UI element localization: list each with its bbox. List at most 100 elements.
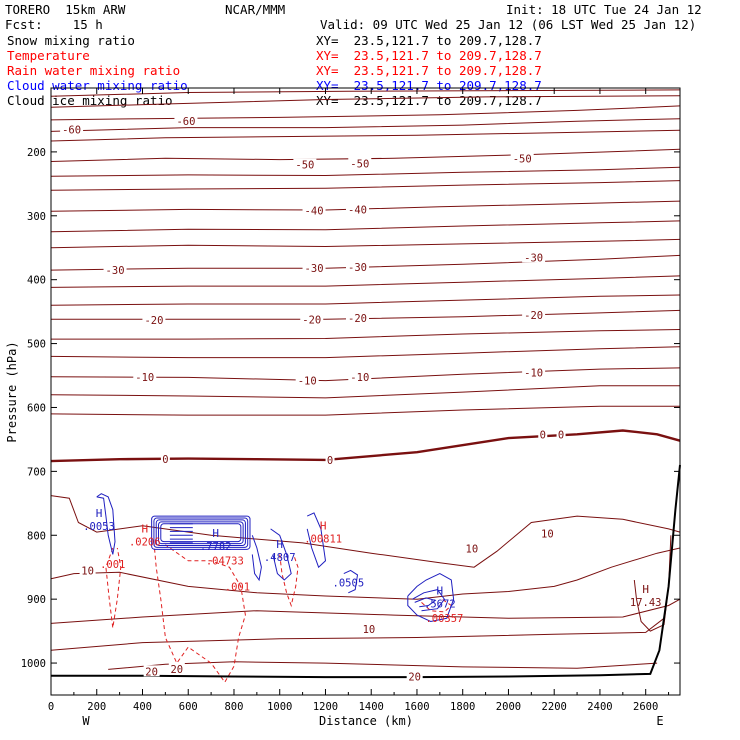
field-name: Cloud water mixing ratio [7, 78, 188, 93]
y-tick-label: 300 [27, 211, 46, 223]
field-xy: XY= 23.5,121.7 to 209.7,128.7 [316, 63, 542, 78]
x-tick-label: 1200 [313, 701, 338, 713]
label-bg [345, 312, 369, 324]
label-bg [302, 204, 326, 216]
rain-contour [153, 541, 246, 684]
model-title: TORERO 15km ARW [5, 2, 126, 17]
label-bg [133, 370, 157, 382]
y-axis-label: Pressure (hPa) [5, 341, 19, 442]
isotherm [50, 238, 681, 249]
east-label: E [656, 714, 663, 728]
temperature-label: 0 [162, 454, 168, 466]
label-bg [538, 428, 548, 440]
temperature-label: -40 [348, 204, 367, 216]
rain-contour [105, 547, 122, 628]
x-tick-label: 0 [48, 701, 54, 713]
temperature-label: 0 [540, 429, 546, 441]
label-bg [103, 264, 127, 276]
field-name: Snow mixing ratio [7, 33, 135, 48]
isotherm [50, 129, 681, 142]
y-tick-label: 900 [27, 594, 46, 606]
x-tick-label: 2000 [496, 701, 521, 713]
y-tick-label: 400 [27, 275, 46, 287]
temperature-label: -60 [176, 116, 195, 128]
label-bg [295, 374, 319, 386]
label-bg [522, 366, 546, 378]
terrain-line [51, 464, 681, 679]
x-axis-label: Distance (km) [319, 714, 413, 728]
temperature-label: 0 [327, 455, 333, 467]
temperature-label: -10 [135, 372, 154, 384]
isotherm [50, 405, 680, 416]
label-bg [142, 313, 166, 325]
extremum-mark: H [642, 583, 649, 596]
temperature-label: -30 [305, 263, 324, 275]
label-bg [539, 527, 556, 539]
temperature-label: -50 [295, 160, 314, 172]
label-bg [345, 203, 369, 215]
cloud-water-contour [251, 535, 262, 582]
center-title: NCAR/MMM [225, 2, 286, 17]
isotherm-10-lower [50, 547, 681, 600]
extremum-value: .04733 [206, 556, 244, 568]
label-bg [325, 453, 335, 465]
label-bg [174, 115, 198, 127]
rain-contours [105, 541, 453, 684]
init-time: Init: 18 UTC Tue 24 Jan 12 [506, 2, 702, 17]
temperature-label: -30 [348, 262, 367, 274]
label-bg [360, 623, 377, 635]
label-bg [510, 152, 534, 164]
extremum-value: .0206 [129, 537, 161, 549]
label-bg [522, 251, 546, 263]
cloud-water-contour [151, 515, 251, 550]
label-bg [463, 542, 480, 554]
isotherm-10-upper [50, 495, 681, 568]
rain-label: .001 [100, 559, 125, 571]
cloud-water-contour [158, 521, 244, 545]
x-tick-label: 2200 [542, 701, 567, 713]
cloud-water-contour [153, 517, 249, 548]
isotherm [50, 200, 681, 212]
temperature-label: -30 [106, 265, 125, 277]
field-name: Temperature [7, 48, 90, 63]
extremum-value: .4807 [264, 552, 296, 564]
isotherm [50, 346, 681, 359]
cloud-water-contour [155, 519, 246, 546]
isotherm [50, 118, 681, 132]
temperature-label: 20 [145, 666, 158, 678]
isotherm [50, 385, 680, 399]
isotherm [50, 105, 681, 121]
isotherm-warm [633, 535, 672, 632]
contour-labels: -60 -60 -50 -50 -50 -40 -40 -30 -30 -30 -30 -20 -20 -… [60, 115, 661, 683]
label-bg [168, 662, 185, 674]
temperature-label: -50 [513, 153, 532, 165]
extremum-mark: H [96, 507, 103, 520]
extremum-value: 17.43 [630, 597, 662, 609]
isotherm [50, 148, 681, 162]
field-name: Rain water mixing ratio [7, 63, 181, 78]
x-tick-label: 400 [133, 701, 152, 713]
temperature-label: -10 [298, 376, 317, 388]
temperature-label: 10 [541, 528, 554, 540]
extremum-value: .00357 [425, 613, 463, 625]
label-bg [406, 670, 423, 682]
isotherm-20 [108, 661, 658, 670]
label-bg [160, 453, 170, 465]
temperature-label: -20 [524, 310, 543, 322]
cloud-water-contour [306, 512, 327, 569]
temperature-label: 20 [408, 671, 421, 683]
label-bg [143, 665, 160, 677]
extremum-mark: H [212, 527, 219, 540]
temperature-label: -10 [524, 367, 543, 379]
isotherm [50, 294, 681, 306]
extremum-value: .5672 [424, 599, 456, 611]
x-tick-label: 2600 [633, 701, 658, 713]
temperature-label: -20 [144, 315, 163, 327]
isotherm [50, 95, 681, 108]
isotherm [50, 254, 681, 271]
temperature-label: 10 [81, 565, 94, 577]
plot-frame [50, 87, 681, 696]
isotherm [50, 220, 681, 233]
extremum-value: .7782 [200, 541, 232, 553]
